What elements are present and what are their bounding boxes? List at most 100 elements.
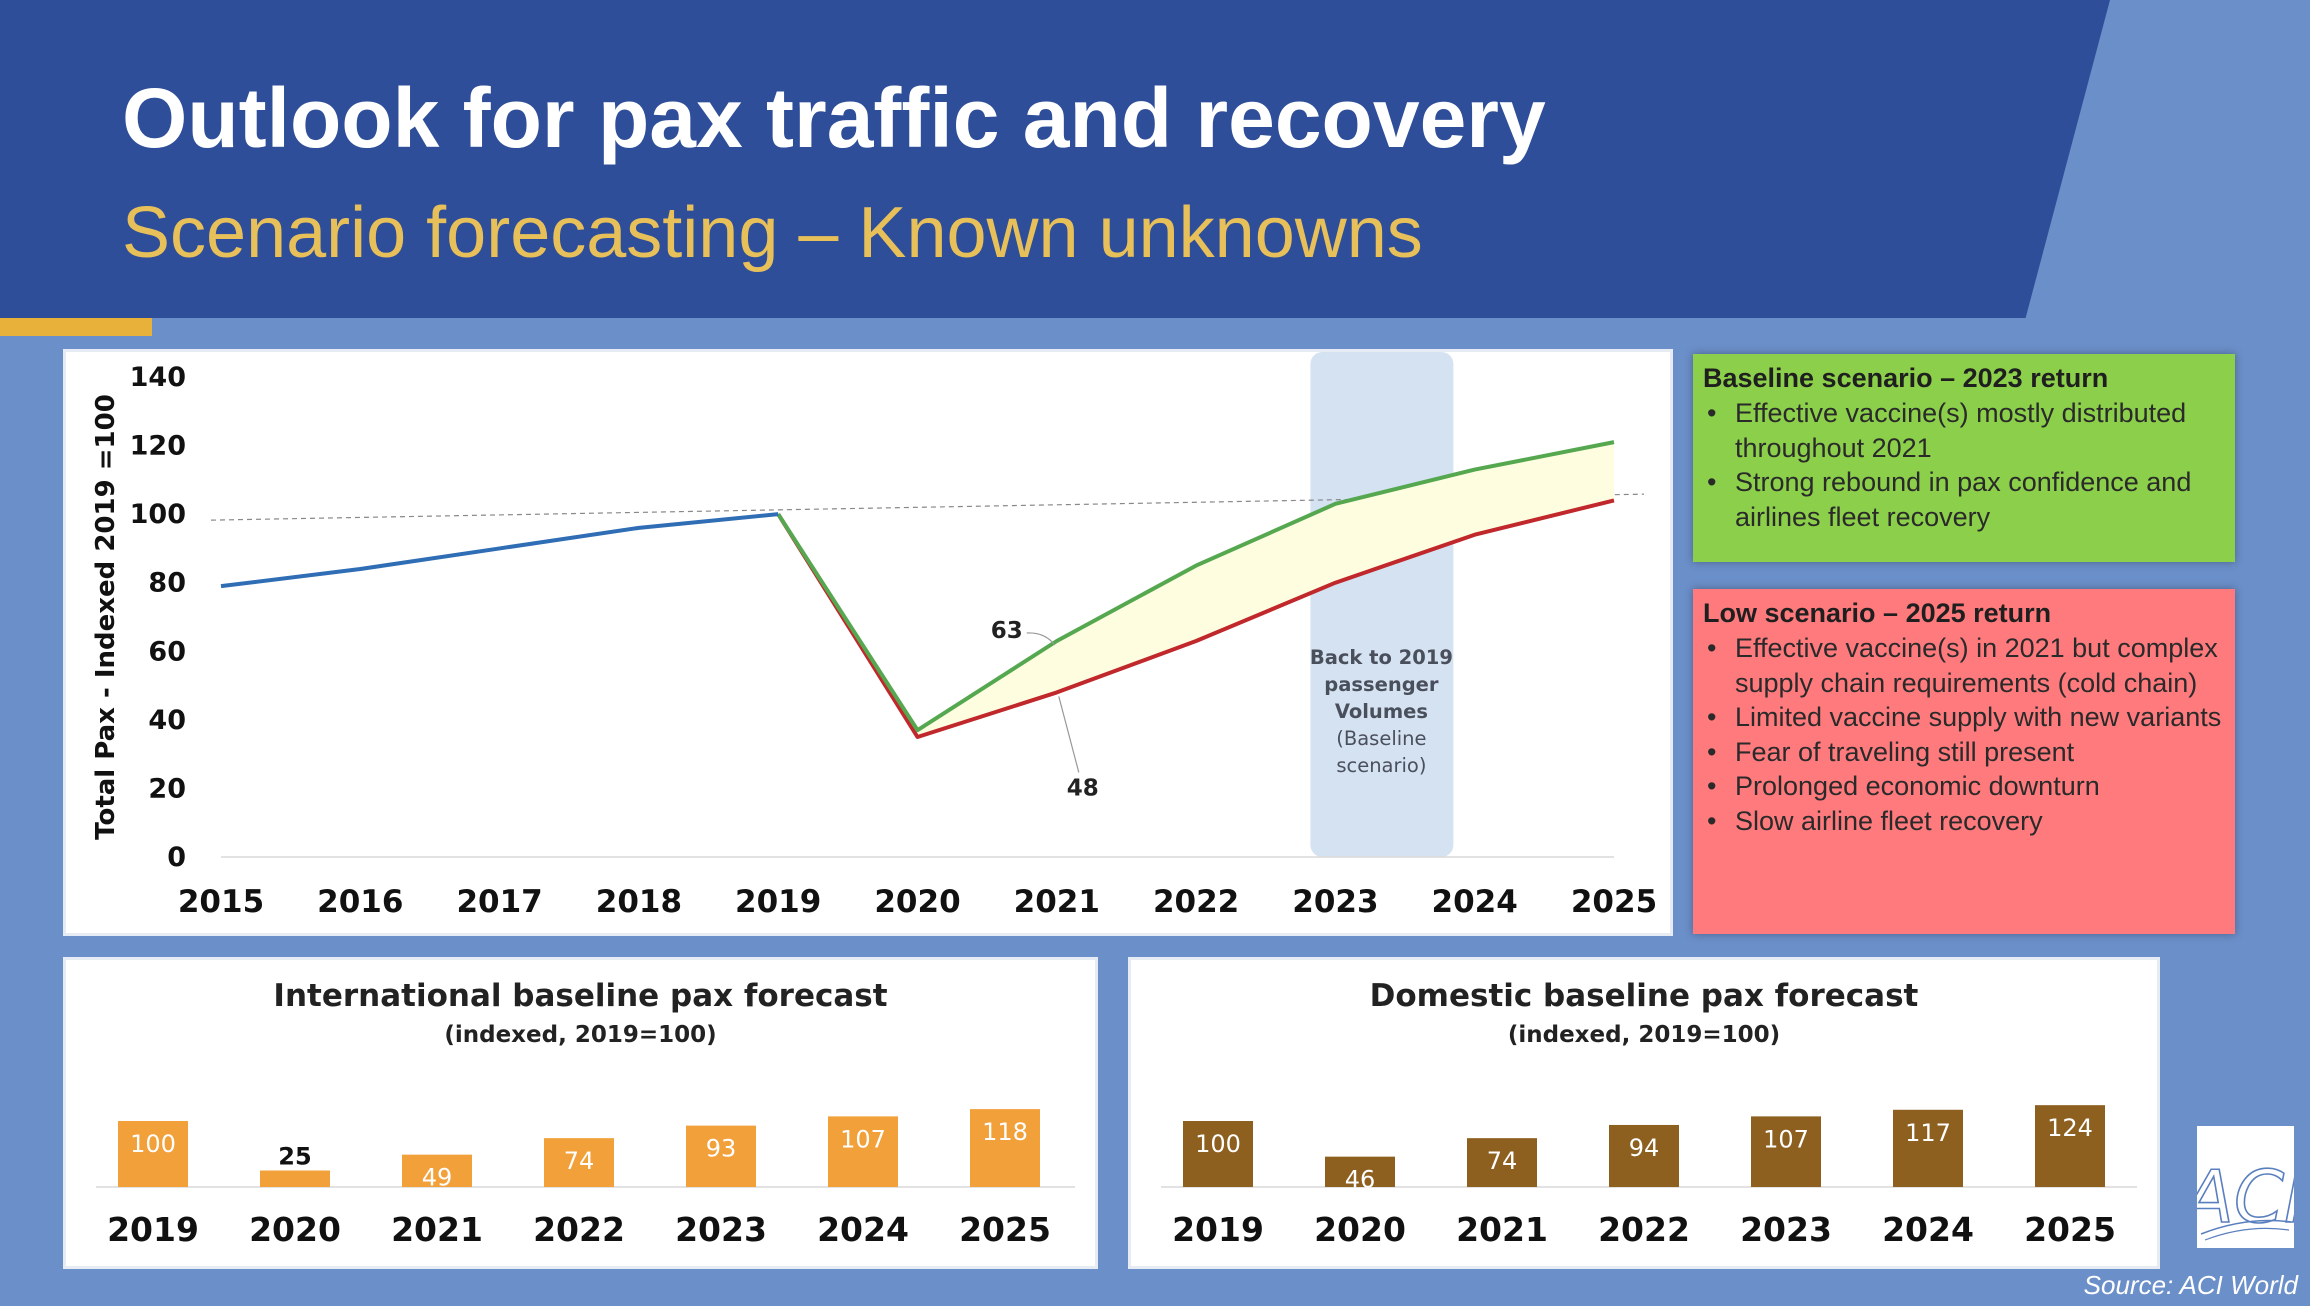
x-tick-label: 2020 [874, 884, 960, 920]
bar [1467, 1138, 1537, 1187]
x-tick-label: 2016 [317, 884, 403, 920]
bar-category-label: 2023 [675, 1210, 767, 1249]
page-subtitle: Scenario forecasting – Known unknowns [122, 193, 1423, 273]
list-item: Effective vaccine(s) mostly distributed … [1707, 396, 2225, 465]
y-tick-label: 140 [130, 362, 186, 393]
bar-value-label: 25 [278, 1143, 311, 1171]
main-chart-panel: 0 20 40 60 80 100 120 140 2015 2016 2017 2018 2019 20… [63, 349, 1673, 936]
bar-category-label: 2022 [1598, 1210, 1690, 1249]
international-bar-chart: International baseline pax forecast (inde… [96, 978, 1075, 1249]
bar-category-label: 2022 [533, 1210, 625, 1249]
list-item: Fear of traveling still present [1707, 735, 2225, 770]
bar-category-label: 2019 [107, 1210, 199, 1249]
y-tick-label: 0 [167, 842, 186, 873]
baseline-scenario-line [776, 440, 1615, 733]
bar-category-label: 2025 [959, 1210, 1051, 1249]
bar-value-label: 107 [840, 1125, 886, 1153]
bar [402, 1154, 472, 1187]
aci-logo: ACI [2180, 1126, 2306, 1248]
domestic-chart-panel: Domestic baseline pax forecast (indexed, … [1128, 957, 2160, 1269]
bar [118, 1121, 188, 1187]
low-scenario-title: Low scenario – 2025 return [1703, 598, 2052, 628]
header-banner [0, 0, 2110, 318]
aci-logo-text: ACI [2197, 1155, 2294, 1239]
x-tick-label: 2017 [456, 884, 542, 920]
scenario-range-band [778, 442, 1614, 737]
data-label-baseline-2021: 63 [991, 618, 1023, 644]
y-tick-label: 80 [148, 568, 186, 599]
y-tick-label: 60 [148, 636, 186, 667]
main-line-chart: 0 20 40 60 80 100 120 140 2015 2016 2017 2018 2019 20… [91, 352, 1657, 920]
highlight-label-line: scenario) [1336, 754, 1426, 777]
low-scenario-box: Low scenario – 2025 return Effective vac… [1693, 589, 2235, 934]
bar-category-label: 2024 [1882, 1210, 1974, 1249]
bar [544, 1138, 614, 1187]
bar [2035, 1105, 2105, 1187]
annotation-leader-63 [1026, 632, 1056, 646]
list-item: Slow airline fleet recovery [1707, 804, 2225, 839]
x-tick-label: 2018 [596, 884, 682, 920]
bar-category-label: 2021 [391, 1210, 483, 1249]
recovery-highlight-band [1310, 352, 1454, 857]
bar-value-label: 124 [2047, 1114, 2093, 1142]
list-item: Effective vaccine(s) in 2021 but complex… [1707, 631, 2225, 700]
baseline-scenario-list: Effective vaccine(s) mostly distributed … [1703, 396, 2225, 534]
bar [1183, 1121, 1253, 1187]
annotation-leader-48 [1058, 696, 1080, 773]
bar-value-label: 100 [1195, 1130, 1241, 1158]
highlight-label-line: (Baseline [1336, 727, 1426, 750]
aci-logo-mark: ACI [2180, 1154, 2306, 1241]
bar-value-label: 74 [1487, 1147, 1518, 1175]
y-tick-label: 100 [130, 499, 186, 530]
domestic-bar-chart: Domestic baseline pax forecast (indexed, … [1161, 978, 2137, 1249]
bar-value-label: 94 [1629, 1134, 1660, 1162]
x-tick-label: 2024 [1432, 884, 1518, 920]
y-tick-label: 120 [130, 431, 186, 462]
bar-value-label: 100 [130, 1130, 176, 1158]
bar-value-label: 74 [564, 1147, 595, 1175]
bar-category-label: 2025 [2024, 1210, 2116, 1249]
bar-category-label: 2020 [249, 1210, 341, 1249]
international-chart-panel: International baseline pax forecast (inde… [63, 957, 1098, 1269]
bar-category-label: 2020 [1314, 1210, 1406, 1249]
highlight-label-line: Back to 2019 [1310, 646, 1453, 669]
source-credit: Source: ACI World [2083, 1270, 2298, 1300]
bar-chart-title: International baseline pax forecast [273, 978, 887, 1014]
bar-chart-subtitle: (indexed, 2019=100) [1508, 1022, 1780, 1048]
bar [1751, 1116, 1821, 1187]
bar [260, 1170, 330, 1187]
bar-value-label: 118 [982, 1118, 1028, 1146]
bar-category-label: 2023 [1740, 1210, 1832, 1249]
bar-category-label: 2024 [817, 1210, 909, 1249]
bar-value-label: 93 [706, 1135, 737, 1163]
x-tick-label: 2021 [1014, 884, 1100, 920]
data-label-low-2021: 48 [1067, 775, 1099, 801]
bar [1325, 1156, 1395, 1187]
historical-line [220, 512, 779, 589]
x-tick-label: 2025 [1571, 884, 1657, 920]
baseline-scenario-box: Baseline scenario – 2023 return Effectiv… [1693, 354, 2235, 562]
y-tick-label: 20 [148, 773, 186, 804]
header-accent-bar [0, 318, 152, 336]
low-scenario-list: Effective vaccine(s) in 2021 but complex… [1703, 631, 2225, 838]
highlight-label-line: Volumes [1335, 700, 1428, 723]
x-tick-label: 2022 [1153, 884, 1239, 920]
low-scenario-line [776, 498, 1615, 739]
bar [1893, 1109, 1963, 1187]
bar [1609, 1124, 1679, 1187]
bar-value-label: 49 [422, 1164, 453, 1192]
list-item: Strong rebound in pax confidence and air… [1707, 465, 2225, 534]
bar [686, 1125, 756, 1187]
bar-chart-subtitle: (indexed, 2019=100) [444, 1022, 716, 1048]
list-item: Prolonged economic downturn [1707, 769, 2225, 804]
y-axis-label: Total Pax - Indexed 2019 =100 [91, 394, 121, 840]
bar-category-label: 2021 [1456, 1210, 1548, 1249]
x-tick-label: 2019 [735, 884, 821, 920]
x-tick-label: 2015 [178, 884, 264, 920]
x-tick-label: 2023 [1292, 884, 1378, 920]
bar [828, 1116, 898, 1187]
bar [970, 1109, 1040, 1187]
highlight-label-line: passenger [1324, 673, 1439, 696]
bar-category-label: 2019 [1172, 1210, 1264, 1249]
bar-chart-title: Domestic baseline pax forecast [1370, 978, 1919, 1014]
